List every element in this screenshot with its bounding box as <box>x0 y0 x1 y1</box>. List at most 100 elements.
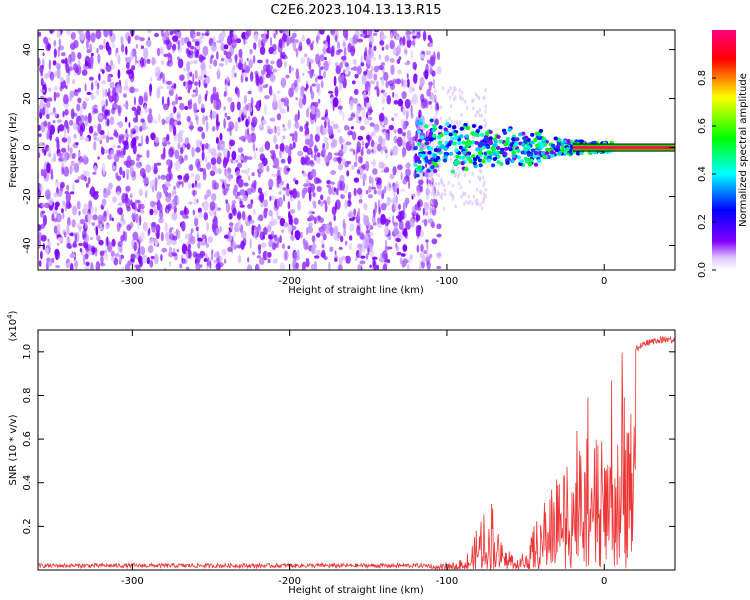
spectrogram-cell <box>109 81 115 89</box>
spectrogram-cell <box>415 121 420 126</box>
spectrogram-cell <box>195 183 201 188</box>
snr-scale-prefix: (x10 <box>8 319 19 342</box>
spectrogram-cell <box>307 225 314 234</box>
spectrogram-cell <box>322 142 326 149</box>
spectrogram-cell <box>526 152 532 157</box>
spectrogram-cell <box>250 97 254 108</box>
colorbar-label: Normalized spectral amplitude <box>738 73 749 227</box>
spectrogram-cell <box>370 161 376 165</box>
spectrogram-cell <box>451 183 455 188</box>
spectrogram-cell <box>220 57 225 62</box>
spectrogram-cell <box>330 181 336 185</box>
spectrogram-cell <box>389 58 395 63</box>
spectrogram-cell <box>344 240 348 246</box>
spectrogram-cell <box>371 176 374 188</box>
spectrogram-cell <box>395 194 398 205</box>
spectrogram-cell <box>258 249 262 255</box>
spectrogram-cell <box>84 265 90 270</box>
spectrogram-cell <box>149 200 156 208</box>
spectrogram-cell <box>357 38 364 43</box>
spectrogram-cell <box>237 117 241 123</box>
spectrogram-cell <box>133 96 137 106</box>
spectrogram-cell <box>267 251 272 258</box>
spectrogram-cell <box>313 177 320 185</box>
spectrogram-cell <box>435 109 438 114</box>
spectrogram-cell <box>243 94 247 104</box>
spectrogram-cell <box>431 94 435 99</box>
spectrogram-cell <box>168 246 173 253</box>
spectrogram-cell <box>38 31 42 37</box>
spectrogram-cell <box>450 169 455 174</box>
spectrogram-cell <box>453 172 457 177</box>
spectrogram-cell <box>57 152 63 158</box>
spectrogram-cell <box>456 166 460 171</box>
spectrogram-cell <box>263 191 268 197</box>
spectrogram-cell <box>58 38 62 47</box>
spectrogram-cell <box>108 182 113 190</box>
spectrogram-cell <box>295 262 300 270</box>
spectrogram-cell <box>390 32 393 40</box>
spectrogram-cell <box>343 46 347 58</box>
snr-series-line <box>38 335 675 570</box>
spectrogram-cell <box>152 120 158 124</box>
spectrogram-cell <box>227 35 233 46</box>
spectrogram-cell <box>484 104 488 109</box>
spectrogram-cell <box>482 183 485 188</box>
spectrogram-cell <box>313 255 320 259</box>
spectrogram-cell <box>538 128 544 133</box>
spectrogram-cell <box>295 48 299 58</box>
spectrogram-cell <box>283 194 286 202</box>
spectrogram-cell <box>342 38 346 49</box>
spectrogram-cell <box>351 131 357 141</box>
spectrogram-cell <box>199 140 203 148</box>
spectrogram-cell <box>395 139 400 144</box>
spectrogram-cell <box>424 137 429 142</box>
spectrogram-xlabel: Height of straight line (km) <box>288 285 424 296</box>
spectrogram-cell <box>113 165 116 170</box>
spectrogram-cell <box>270 60 275 65</box>
spectrogram-cell <box>402 244 408 252</box>
spectrogram-cell <box>486 158 492 163</box>
spectrogram-cell <box>373 208 376 218</box>
spectrogram-cell <box>223 148 229 158</box>
spectrogram-cell <box>294 179 299 185</box>
spectrogram-cell <box>413 162 418 167</box>
spectrogram-cell <box>276 113 282 121</box>
spectrogram-cell <box>52 60 57 66</box>
spectrogram-cell <box>74 179 80 183</box>
spectrogram-cell <box>75 142 79 146</box>
spectrogram-cell <box>110 256 115 262</box>
spectrogram-cell <box>150 132 156 141</box>
spectrogram-cell <box>132 231 139 241</box>
spectrogram-cell <box>72 205 78 216</box>
spectrogram-cell <box>47 121 51 131</box>
spectrogram-cell <box>331 138 338 148</box>
spectrogram-cell <box>87 250 93 256</box>
spectrogram-cell <box>344 199 348 210</box>
spectrogram-cell <box>353 161 358 167</box>
spectrogram-cell <box>241 72 248 78</box>
spectrogram-cell <box>188 125 195 130</box>
spectrogram-cell <box>258 257 265 265</box>
spectrogram-cell <box>402 106 406 116</box>
spectrogram-cell <box>90 245 96 256</box>
spectrogram-cell <box>104 252 108 261</box>
spectrogram-cell <box>276 237 280 245</box>
spectrogram-cell <box>378 112 385 123</box>
spectrogram-cell <box>301 157 307 166</box>
spectrogram-cell <box>237 147 244 153</box>
spectrogram-cell <box>276 90 281 94</box>
spectrogram-cell <box>213 59 218 67</box>
spectrogram-cell <box>553 136 558 141</box>
spectrogram-cell <box>201 202 205 208</box>
spectrogram-cell <box>484 194 488 199</box>
spectrogram-cell <box>481 141 486 146</box>
spectrogram-cell <box>412 37 416 47</box>
spectrogram-cell <box>56 68 61 79</box>
spectrogram-cell <box>94 247 98 257</box>
spectrogram-cell <box>89 190 92 195</box>
spectrogram-cell <box>186 116 191 123</box>
spectrogram-cell <box>392 78 397 85</box>
spectrogram-cell <box>290 234 295 241</box>
spectrogram-cell <box>305 259 310 268</box>
